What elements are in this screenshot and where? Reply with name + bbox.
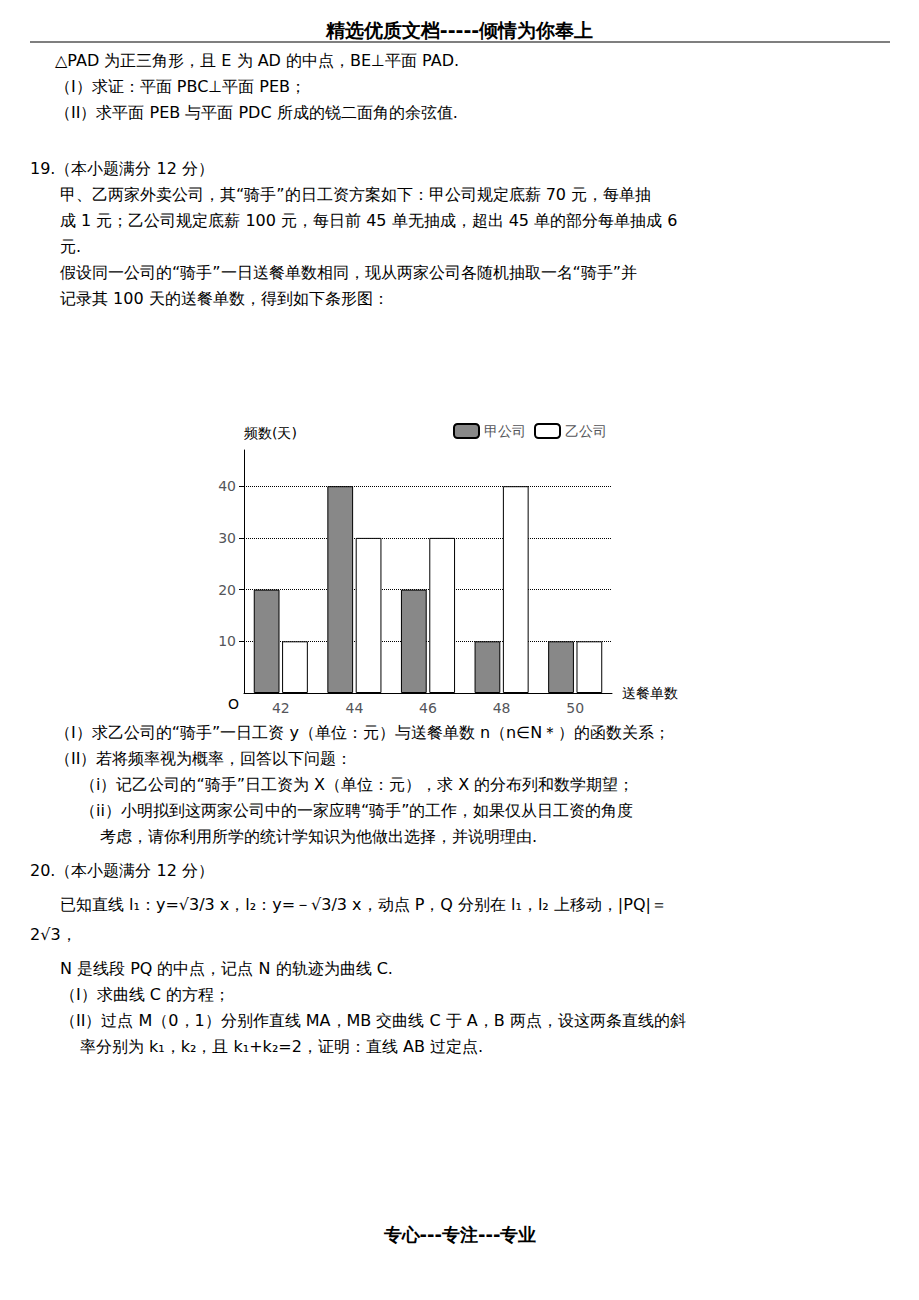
svg-text:（i）记乙公司的“骑手”日工资为 X（单位：元），求 X 的: （i）记乙公司的“骑手”日工资为 X（单位：元），求 X 的分布列和数学期望； [80, 775, 634, 794]
svg-text:考虑，请你利用所学的统计学知识为他做出选择，并说明理由.: 考虑，请你利用所学的统计学知识为他做出选择，并说明理由. [100, 827, 537, 846]
svg-text:记录其 100 天的送餐单数，得到如下条形图：: 记录其 100 天的送餐单数，得到如下条形图： [60, 289, 389, 308]
svg-text:成 1 元；乙公司规定底薪 100 元，每日前 45 单无抽: 成 1 元；乙公司规定底薪 100 元，每日前 45 单无抽成，超出 45 单的… [60, 211, 677, 230]
svg-text:频数(天): 频数(天) [244, 425, 297, 441]
svg-text:O: O [228, 696, 239, 712]
svg-text:元.: 元. [60, 237, 81, 256]
svg-text:（I）求证：平面 PBC⊥平面 PEB；: （I）求证：平面 PBC⊥平面 PEB； [55, 77, 306, 96]
svg-text:19.（本小题满分 12 分）: 19.（本小题满分 12 分） [30, 159, 214, 178]
svg-text:30: 30 [218, 530, 236, 546]
svg-text:42: 42 [272, 700, 290, 716]
svg-text:N 是线段 PQ 的中点，记点 N 的轨迹为曲线 C.: N 是线段 PQ 的中点，记点 N 的轨迹为曲线 C. [60, 959, 393, 978]
svg-text:（II）求平面 PEB 与平面 PDC 所成的锐二面角的余弦: （II）求平面 PEB 与平面 PDC 所成的锐二面角的余弦值. [55, 103, 458, 122]
svg-text:假设同一公司的“骑手”一日送餐单数相同，现从两家公司各随机抽: 假设同一公司的“骑手”一日送餐单数相同，现从两家公司各随机抽取一名“骑手”并 [60, 263, 637, 282]
svg-text:40: 40 [218, 478, 236, 494]
svg-text:（II）过点 M（0，1）分别作直线 MA，MB 交曲线 C: （II）过点 M（0，1）分别作直线 MA，MB 交曲线 C 于 A，B 两点，… [60, 1011, 686, 1030]
svg-text:甲公司: 甲公司 [484, 423, 526, 439]
svg-text:2√3，: 2√3， [30, 925, 77, 944]
svg-text:率分别为 k₁，k₂，且 k₁+k₂=2，证明：直线 AB: 率分别为 k₁，k₂，且 k₁+k₂=2，证明：直线 AB 过定点. [80, 1037, 483, 1056]
svg-text:46: 46 [419, 700, 437, 716]
svg-text:（I）求乙公司的“骑手”一日工资 y（单位：元）与送餐单数: （I）求乙公司的“骑手”一日工资 y（单位：元）与送餐单数 n（n∈N＊）的函数… [55, 723, 670, 742]
svg-text:△PAD 为正三角形，且 E 为 AD 的中点，BE⊥平面: △PAD 为正三角形，且 E 为 AD 的中点，BE⊥平面 PAD. [55, 51, 459, 70]
svg-text:（II）若将频率视为概率，回答以下问题：: （II）若将频率视为概率，回答以下问题： [55, 749, 352, 768]
svg-text:乙公司: 乙公司 [565, 423, 607, 439]
svg-text:精选优质文档-----倾情为你奉上: 精选优质文档-----倾情为你奉上 [325, 19, 593, 41]
svg-text:10: 10 [218, 633, 236, 649]
svg-text:48: 48 [493, 700, 511, 716]
svg-text:44: 44 [345, 700, 363, 716]
svg-text:（ii）小明拟到这两家公司中的一家应聘“骑手”的工作，如果仅: （ii）小明拟到这两家公司中的一家应聘“骑手”的工作，如果仅从日工资的角度 [80, 801, 633, 820]
svg-text:已知直线 l₁：y=√3/3 x，l₂：y=－√3/3 x，: 已知直线 l₁：y=√3/3 x，l₂：y=－√3/3 x，动点 P，Q 分别在… [60, 895, 667, 914]
svg-text:50: 50 [566, 700, 584, 716]
svg-text:送餐单数: 送餐单数 [622, 685, 678, 701]
svg-text:（I）求曲线 C 的方程；: （I）求曲线 C 的方程； [60, 985, 230, 1004]
svg-text:专心---专注---专业: 专心---专注---专业 [383, 1224, 537, 1245]
svg-text:20: 20 [218, 582, 236, 598]
svg-text:甲、乙两家外卖公司，其“骑手”的日工资方案如下：甲公司规定底: 甲、乙两家外卖公司，其“骑手”的日工资方案如下：甲公司规定底薪 70 元，每单抽 [60, 185, 651, 204]
svg-text:20.（本小题满分 12 分）: 20.（本小题满分 12 分） [30, 861, 214, 880]
